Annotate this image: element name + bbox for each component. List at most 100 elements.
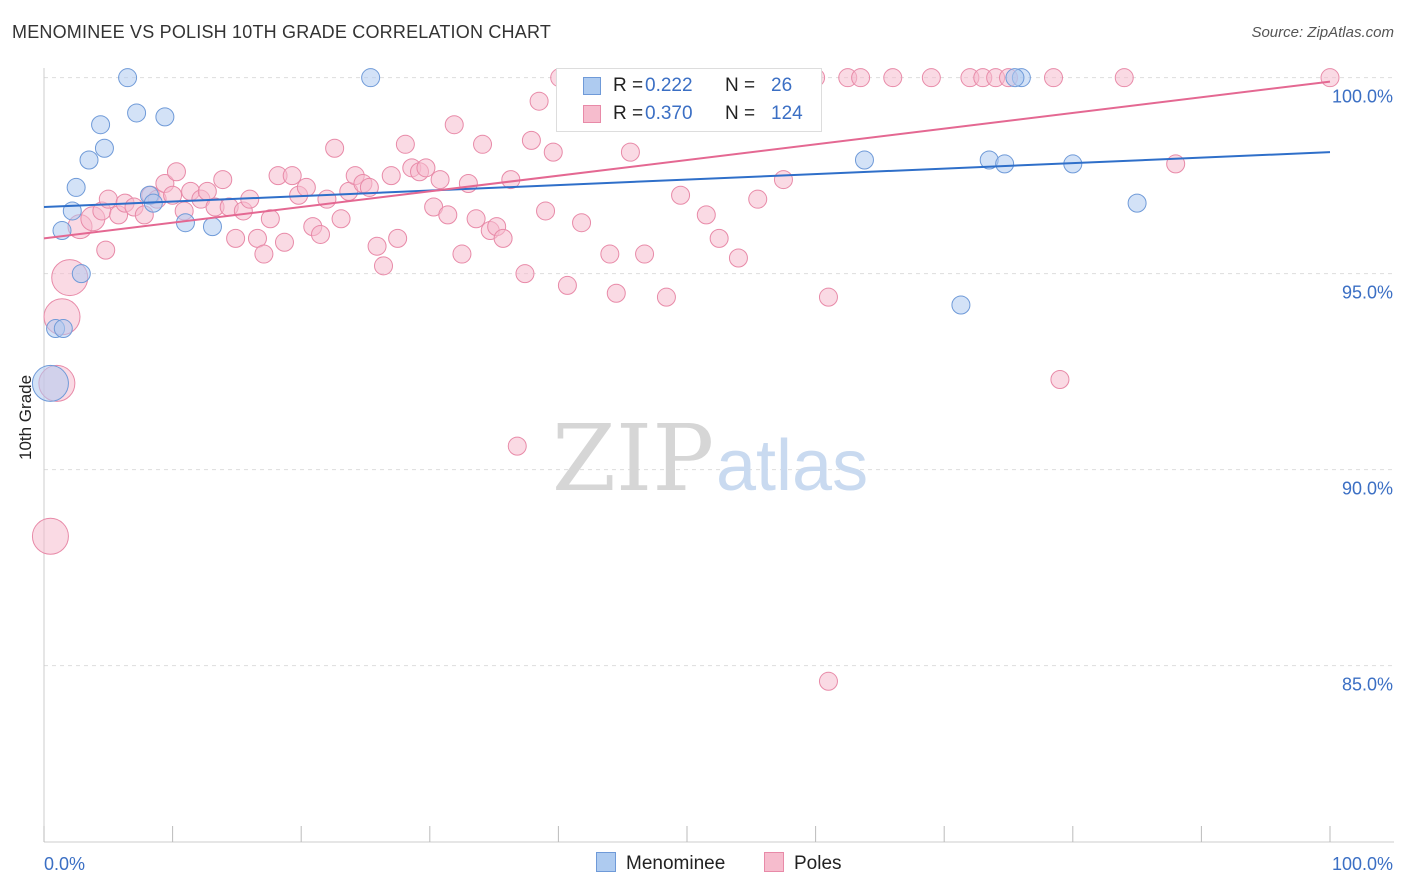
menominee-point xyxy=(361,68,381,88)
poles-point xyxy=(818,287,838,307)
chart-title: MENOMINEE VS POLISH 10TH GRADE CORRELATI… xyxy=(12,22,552,42)
watermark-atlas: atlas xyxy=(716,426,868,506)
poles-point xyxy=(473,134,493,154)
tick-label-layer: 85.0% 90.0% 95.0% 100.0% 0.0% 100.0% xyxy=(44,87,1393,874)
y-tick-label: 100.0% xyxy=(1332,87,1393,107)
poles-point xyxy=(466,209,486,229)
poles-point xyxy=(282,166,302,186)
x-tick-label: 100.0% xyxy=(1332,854,1393,874)
legend-r-value: 0.222 xyxy=(645,75,693,96)
poles-legend-swatch xyxy=(764,852,784,872)
poles-point xyxy=(728,248,748,268)
legend-n-label: N = xyxy=(725,75,756,96)
poles-point xyxy=(493,228,513,248)
poles-point xyxy=(521,130,541,150)
bottom-legend-poles: Poles xyxy=(764,852,842,875)
menominee-point xyxy=(71,264,91,284)
poles-legend-label: Poles xyxy=(794,853,842,874)
poles-point xyxy=(818,671,838,691)
poles-point xyxy=(416,158,436,178)
grid-layer xyxy=(44,77,1394,667)
poles-point xyxy=(367,236,387,256)
y-tick-label: 90.0% xyxy=(1342,479,1393,499)
legend-r-value: 0.370 xyxy=(645,103,693,124)
poles-point xyxy=(1044,68,1064,88)
axis-layer xyxy=(43,68,1394,843)
poles-point xyxy=(1114,68,1134,88)
menominee-point xyxy=(31,364,69,402)
poles-point xyxy=(296,177,316,197)
poles-point xyxy=(444,115,464,135)
x-tick-label: 0.0% xyxy=(44,854,85,874)
poles-point xyxy=(274,232,294,252)
trend-layer xyxy=(43,80,1331,240)
poles-point xyxy=(557,275,577,295)
poles-point xyxy=(620,142,640,162)
menominee-trendline xyxy=(43,151,1331,209)
poles-point xyxy=(395,134,415,154)
poles-point xyxy=(572,213,592,233)
bottom-legend-menominee: Menominee xyxy=(596,852,725,875)
legend-r-label: R = xyxy=(613,75,644,96)
poles-point xyxy=(310,224,330,244)
stats-legend: R = 0.222 N = 26 R = 0.370 N = 124 xyxy=(556,68,822,132)
poles-point xyxy=(325,138,345,158)
poles-trendline xyxy=(43,80,1331,240)
menominee-point xyxy=(79,150,99,170)
poles-swatch xyxy=(583,105,601,123)
poles-point xyxy=(430,170,450,190)
poles-point xyxy=(388,228,408,248)
poles-point xyxy=(331,209,351,229)
poles-point xyxy=(773,170,793,190)
menominee-point xyxy=(202,217,222,237)
poles-point xyxy=(381,166,401,186)
poles-point xyxy=(1050,369,1070,389)
menominee-point xyxy=(155,107,175,127)
poles-point xyxy=(883,68,903,88)
menominee-legend-label: Menominee xyxy=(626,853,726,874)
poles-point xyxy=(709,228,729,248)
poles-point xyxy=(163,185,183,205)
poles-point xyxy=(374,256,394,276)
poles-point xyxy=(452,244,472,264)
menominee-point xyxy=(94,138,114,158)
poles-point xyxy=(254,244,274,264)
menominee-legend-swatch xyxy=(596,852,616,872)
y-axis-label: 10th Grade xyxy=(16,374,35,460)
watermark: ZIP atlas xyxy=(552,405,868,512)
y-tick-label: 85.0% xyxy=(1342,675,1393,695)
poles-point xyxy=(851,68,871,88)
menominee-point xyxy=(66,177,86,197)
legend-r-label: R = xyxy=(613,103,644,124)
poles-point xyxy=(656,287,676,307)
poles-point xyxy=(515,264,535,284)
menominee-point xyxy=(1127,193,1147,213)
menominee-point xyxy=(995,154,1015,174)
menominee-point xyxy=(91,115,111,135)
poles-point xyxy=(226,228,246,248)
menominee-point xyxy=(118,68,138,88)
menominee-point xyxy=(854,150,874,170)
menominee-point xyxy=(951,295,971,315)
menominee-point xyxy=(53,319,73,339)
poles-point xyxy=(543,142,563,162)
poles-point xyxy=(606,283,626,303)
source-label: Source: ZipAtlas.com xyxy=(1251,24,1394,41)
watermark-zip: ZIP xyxy=(552,405,714,512)
poles-point xyxy=(438,205,458,225)
poles-point xyxy=(1320,68,1340,88)
poles-point xyxy=(213,170,233,190)
poles-point xyxy=(31,517,69,555)
points-layer xyxy=(31,68,1340,691)
poles-point xyxy=(671,185,691,205)
poles-point xyxy=(166,162,186,182)
legend-n-value: 26 xyxy=(771,75,793,96)
menominee-swatch xyxy=(583,77,601,95)
poles-point xyxy=(359,177,379,197)
poles-point xyxy=(921,68,941,88)
poles-point xyxy=(696,205,716,225)
legend-n-value: 124 xyxy=(771,103,803,124)
poles-point xyxy=(529,91,549,111)
poles-point xyxy=(536,201,556,221)
